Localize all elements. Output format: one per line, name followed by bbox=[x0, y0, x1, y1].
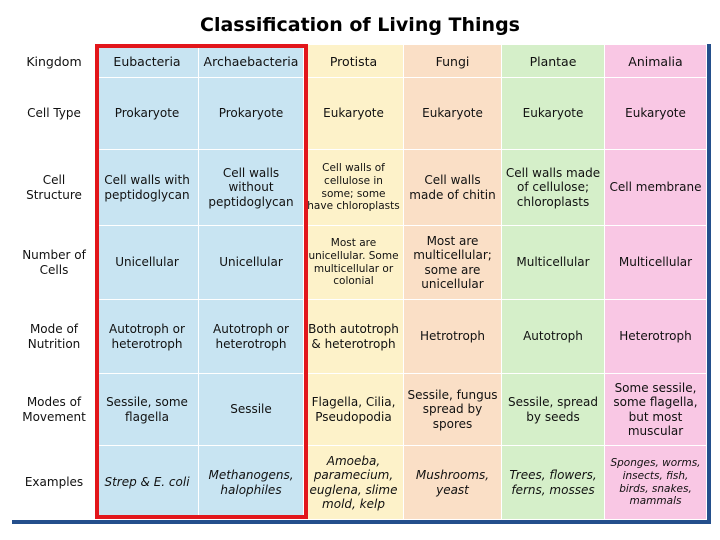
table-cell: Prokaryote bbox=[198, 77, 304, 150]
table-cell: Methanogens, halophiles bbox=[198, 445, 304, 520]
table-cell: Sponges, worms, insects, fish, birds, sn… bbox=[604, 445, 707, 520]
table-cell: Sessile bbox=[198, 373, 304, 446]
table-cell: Heterotroph bbox=[604, 299, 707, 374]
table-cell: Most are unicellular. Some multicellular… bbox=[303, 225, 404, 300]
table-row: Cell Type Prokaryote Prokaryote Eukaryot… bbox=[12, 77, 707, 150]
table-cell: Cell walls of cellulose in some; some ha… bbox=[303, 149, 404, 226]
table-cell: Amoeba, paramecium, euglena, slime mold,… bbox=[303, 445, 404, 520]
table-cell: Both autotroph & heterotroph bbox=[303, 299, 404, 374]
table-cell: Some sessile, some flagella, but most mu… bbox=[604, 373, 707, 446]
table-row: Examples Strep & E. coli Methanogens, ha… bbox=[12, 445, 707, 520]
row-label-examples: Examples bbox=[12, 445, 96, 520]
table-row: Cell Structure Cell walls with peptidogl… bbox=[12, 149, 707, 226]
table-cell: Unicellular bbox=[198, 225, 304, 300]
table-row: Number of Cells Unicellular Unicellular … bbox=[12, 225, 707, 300]
header-animalia: Animalia bbox=[604, 44, 707, 78]
table-cell: Cell walls with peptidoglycan bbox=[95, 149, 199, 226]
table-cell: Eukaryote bbox=[604, 77, 707, 150]
table-cell: Autotroph or heterotroph bbox=[198, 299, 304, 374]
classification-table: Kingdom Eubacteria Archaebacteria Protis… bbox=[12, 44, 707, 520]
table-cell: Cell walls made of cellulose; chloroplas… bbox=[501, 149, 605, 226]
row-label-number-of-cells: Number of Cells bbox=[12, 225, 96, 300]
table-cell: Multicellular bbox=[604, 225, 707, 300]
table-cell: Autotroph or heterotroph bbox=[95, 299, 199, 374]
table-cell: Mushrooms, yeast bbox=[403, 445, 502, 520]
header-row: Kingdom Eubacteria Archaebacteria Protis… bbox=[12, 44, 707, 78]
table-cell: Unicellular bbox=[95, 225, 199, 300]
table-cell: Prokaryote bbox=[95, 77, 199, 150]
table-cell: Hetrotroph bbox=[403, 299, 502, 374]
table-cell: Multicellular bbox=[501, 225, 605, 300]
header-fungi: Fungi bbox=[403, 44, 502, 78]
header-protista: Protista bbox=[303, 44, 404, 78]
table-cell: Sessile, fungus spread by spores bbox=[403, 373, 502, 446]
table-cell: Cell walls made of chitin bbox=[403, 149, 502, 226]
header-plantae: Plantae bbox=[501, 44, 605, 78]
table-cell: Cell walls without peptidoglycan bbox=[198, 149, 304, 226]
table-cell: Autotroph bbox=[501, 299, 605, 374]
table-cell: Most are multicellular; some are unicell… bbox=[403, 225, 502, 300]
header-kingdom: Kingdom bbox=[12, 44, 96, 78]
table-row: Mode of Nutrition Autotroph or heterotro… bbox=[12, 299, 707, 374]
table-cell: Eukaryote bbox=[403, 77, 502, 150]
classification-table-frame: Kingdom Eubacteria Archaebacteria Protis… bbox=[12, 44, 711, 524]
header-eubacteria: Eubacteria bbox=[95, 44, 199, 78]
table-cell: Cell membrane bbox=[604, 149, 707, 226]
table-cell: Sessile, some flagella bbox=[95, 373, 199, 446]
table-row: Modes of Movement Sessile, some flagella… bbox=[12, 373, 707, 446]
header-archaebacteria: Archaebacteria bbox=[198, 44, 304, 78]
row-label-cell-structure: Cell Structure bbox=[12, 149, 96, 226]
table-cell: Eukaryote bbox=[501, 77, 605, 150]
row-label-cell-type: Cell Type bbox=[12, 77, 96, 150]
table-cell: Eukaryote bbox=[303, 77, 404, 150]
table-cell: Sessile, spread by seeds bbox=[501, 373, 605, 446]
table-cell: Trees, flowers, ferns, mosses bbox=[501, 445, 605, 520]
table-cell: Flagella, Cilia, Pseudopodia bbox=[303, 373, 404, 446]
row-label-mode-of-nutrition: Mode of Nutrition bbox=[12, 299, 96, 374]
table-cell: Strep & E. coli bbox=[95, 445, 199, 520]
page-title: Classification of Living Things bbox=[200, 14, 520, 36]
row-label-modes-of-movement: Modes of Movement bbox=[12, 373, 96, 446]
